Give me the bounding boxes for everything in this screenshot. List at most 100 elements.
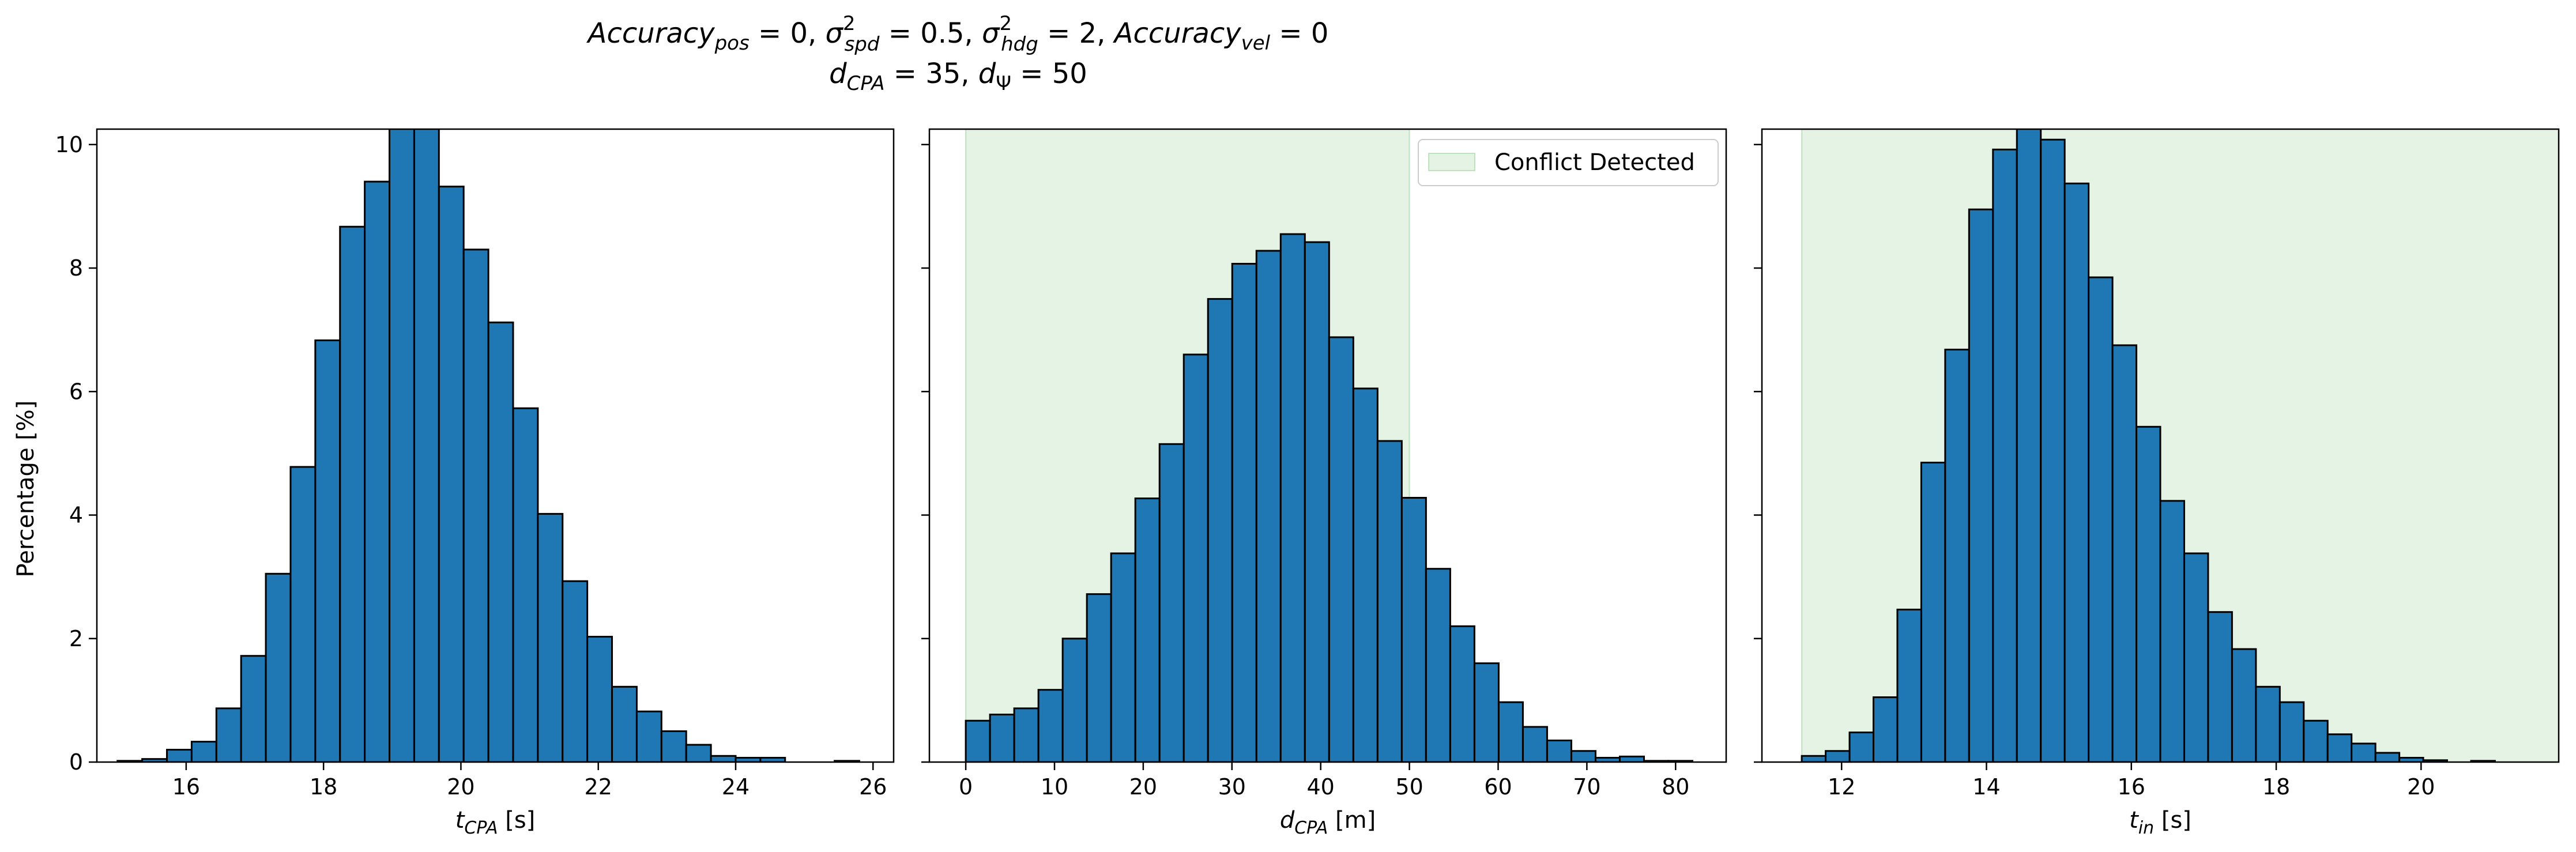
histogram-bar — [1231, 263, 1257, 762]
histogram-bar — [1134, 497, 1161, 762]
histogram-bar — [1896, 608, 1922, 762]
y-tick-label: 0 — [69, 749, 83, 775]
histogram-bar — [1400, 497, 1427, 762]
x-tick-label: 40 — [1307, 774, 1335, 800]
histogram-bar — [611, 685, 638, 762]
x-tick-label: 20 — [1129, 774, 1157, 800]
histogram-bar — [2231, 648, 2257, 762]
x-tick-label: 12 — [1828, 774, 1855, 800]
histogram-bar — [339, 225, 366, 762]
x-tick-label: 10 — [1041, 774, 1068, 800]
x-tick-label: 60 — [1484, 774, 1512, 800]
histogram-bar — [240, 655, 267, 762]
x-axis-label: dCPA [m] — [1280, 807, 1376, 838]
histogram-bar — [685, 744, 712, 762]
histogram-bar — [989, 714, 1015, 762]
histogram-bar — [1497, 701, 1524, 762]
x-tick-label: 50 — [1395, 774, 1423, 800]
histogram-bar — [1061, 638, 1088, 762]
axes-frame — [1761, 128, 2560, 763]
figure-title-line2: dCPA = 35, dΨ = 50 — [829, 58, 1087, 95]
histogram-bar — [1449, 625, 1475, 762]
histogram-bar — [2088, 276, 2114, 762]
histogram-bar — [2422, 759, 2449, 762]
histogram-bar — [2351, 742, 2377, 762]
histogram-bar — [1207, 298, 1233, 762]
histogram-bar — [1425, 568, 1451, 762]
plot-area — [116, 129, 860, 762]
histogram-bar — [2136, 425, 2161, 762]
x-axis-label: tCPA [s] — [455, 807, 536, 838]
histogram-bar — [1279, 233, 1306, 762]
histogram-bar — [2326, 733, 2353, 762]
legend-label: Conflict Detected — [1494, 149, 1695, 176]
x-tick-label: 22 — [585, 774, 612, 800]
histogram-bar — [215, 707, 242, 762]
histogram-bar — [1255, 250, 1282, 762]
x-tick-label: 80 — [1662, 774, 1689, 800]
y-axis-label: Percentage [%] — [13, 401, 39, 578]
histogram-bar — [537, 512, 564, 762]
x-axis-label: tin [s] — [2129, 807, 2191, 838]
histogram-bar — [2207, 611, 2233, 762]
histogram-bar — [364, 180, 391, 762]
histogram-bar — [1968, 208, 1994, 762]
histogram-bar — [2303, 719, 2329, 762]
histogram-bar — [1801, 755, 1827, 762]
x-tick-label: 16 — [2118, 774, 2145, 800]
legend-swatch — [1428, 153, 1475, 171]
histogram-bar — [2255, 685, 2281, 762]
histogram-bar — [1570, 750, 1596, 762]
histogram-bar — [438, 186, 465, 762]
legend-frame — [1418, 139, 1719, 186]
histogram-bar — [2063, 182, 2090, 762]
axes-frame — [928, 128, 1727, 763]
histogram-bar — [462, 248, 489, 762]
x-tick-label: 24 — [722, 774, 750, 800]
figure-title: Accuracypos = 0, σ2 spd = 0.5, σ2 hdg = 2,… — [586, 12, 1329, 95]
histogram-bar — [965, 719, 991, 762]
histogram-bar — [1848, 732, 1874, 762]
histogram-bar — [1473, 662, 1500, 762]
histogram-bar — [265, 572, 292, 762]
histogram-bar — [562, 580, 589, 762]
histogram-bar — [190, 741, 217, 762]
histogram-bar — [2111, 344, 2138, 762]
x-tick-label: 20 — [447, 774, 474, 800]
y-tick-label: 2 — [69, 626, 83, 651]
histogram-bar — [1328, 336, 1354, 762]
x-tick-label: 18 — [2262, 774, 2290, 800]
histogram-bar — [1944, 348, 1970, 762]
histogram-bar — [1110, 552, 1136, 762]
histogram-bar — [487, 321, 514, 762]
histogram-bar — [2374, 752, 2401, 762]
x-tick-label: 16 — [172, 774, 200, 800]
histogram-bar — [1992, 148, 2018, 762]
histogram-bar — [289, 466, 317, 762]
histogram-bar — [2279, 701, 2305, 762]
subplot-2: 0 10 20 30 40 50 60 70 80 dCPA [m] Conflict Detect… — [921, 128, 1727, 838]
histogram-bar — [660, 730, 687, 762]
x-tick-label: 30 — [1218, 774, 1246, 800]
histogram-bar — [2040, 138, 2066, 762]
histogram-bar — [2016, 129, 2042, 762]
histogram-bar — [389, 129, 415, 762]
histogram-bar — [1920, 461, 1946, 762]
histogram-bar — [1376, 440, 1403, 762]
histogram-bar — [1872, 696, 1899, 762]
histogram-bar — [512, 407, 539, 762]
histogram-bar — [314, 339, 341, 762]
plot-area — [1801, 129, 2559, 762]
plot-area — [965, 129, 1694, 762]
histogram-bar — [1182, 353, 1209, 762]
x-tick-label: 18 — [310, 774, 337, 800]
figure-title-line1: Accuracypos = 0, σ2 spd = 0.5, σ2 hdg = 2,… — [586, 12, 1329, 56]
histogram-bar — [1158, 443, 1185, 762]
legend[interactable]: Conflict Detected — [1418, 139, 1719, 186]
histogram-bar — [1522, 726, 1548, 762]
x-tick-label: 14 — [1972, 774, 2000, 800]
x-tick-label: 26 — [859, 774, 887, 800]
y-tick-label: 8 — [69, 255, 83, 281]
